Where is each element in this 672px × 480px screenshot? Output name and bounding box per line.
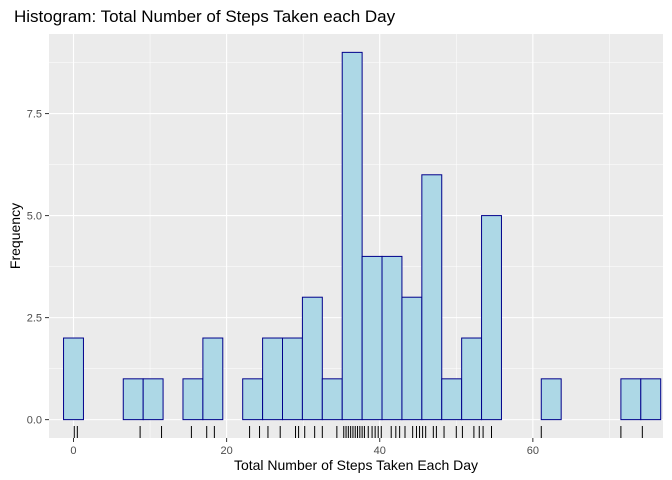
y-axis-title: Frequency xyxy=(7,203,23,269)
x-axis: 0 20 40 60 xyxy=(70,438,539,457)
histogram-bar xyxy=(540,378,562,421)
rug-marks xyxy=(73,426,643,438)
histogram-bar xyxy=(63,337,84,421)
histogram-bars xyxy=(63,51,662,421)
histogram-bar xyxy=(341,51,363,421)
histogram-bar xyxy=(321,378,343,421)
histogram-bar xyxy=(262,337,284,421)
histogram-bar xyxy=(461,337,483,421)
histogram-bar xyxy=(381,255,403,421)
histogram-bar xyxy=(301,296,323,421)
histogram-bar xyxy=(142,378,164,421)
histogram-bar xyxy=(182,378,204,421)
histogram-bar xyxy=(361,255,383,421)
y-tick-label: 0.0 xyxy=(27,415,42,427)
y-tick-label: 7.5 xyxy=(27,109,42,121)
histogram-bar xyxy=(421,174,443,421)
histogram-bar xyxy=(242,378,264,421)
histogram-bar xyxy=(401,296,423,421)
histogram-bar xyxy=(282,337,303,421)
histogram-bar xyxy=(640,378,662,421)
x-tick-label: 40 xyxy=(374,445,386,457)
y-tick-label: 5.0 xyxy=(27,211,42,223)
histogram-bar xyxy=(620,378,642,421)
x-tick-label: 0 xyxy=(70,445,76,457)
y-axis: 0.0 2.5 5.0 7.5 xyxy=(27,109,49,427)
histogram-bar xyxy=(202,337,224,421)
histogram-bar xyxy=(122,378,144,421)
histogram-bar xyxy=(481,215,502,421)
chart-title: Histogram: Total Number of Steps Taken e… xyxy=(14,7,396,26)
x-axis-title: Total Number of Steps Taken Each Day xyxy=(234,457,478,473)
x-tick-label: 60 xyxy=(527,445,539,457)
x-tick-label: 20 xyxy=(220,445,232,457)
y-tick-label: 2.5 xyxy=(27,313,42,325)
histogram-bar xyxy=(441,378,463,421)
